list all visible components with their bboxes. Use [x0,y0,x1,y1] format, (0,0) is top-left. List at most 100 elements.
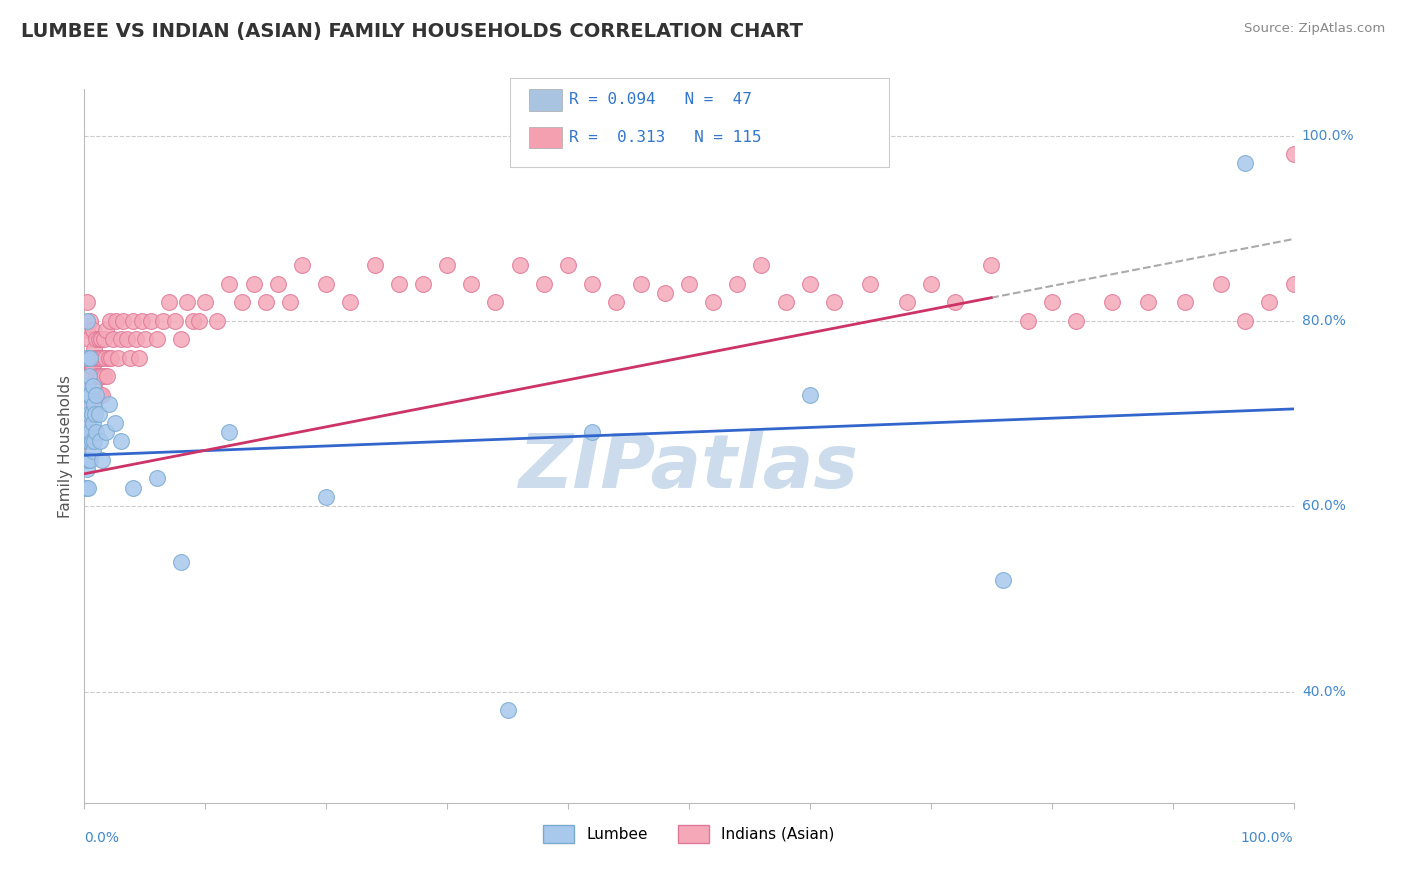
Point [89,388,111,402]
Point [97,351,120,365]
Point [82,378,104,392]
Point [77,351,100,365]
Point [77,407,100,421]
Point [157,295,180,310]
Point [94,323,117,337]
Point [77,425,100,439]
Point [993,574,1015,588]
Point [75,407,97,421]
Point [90,369,112,384]
Point [121,314,143,328]
Point [181,314,204,328]
Point [77,453,100,467]
Point [1282,147,1305,161]
Point [1209,277,1232,291]
Point [79,388,101,402]
Point [80,434,103,449]
Point [557,258,579,272]
Point [77,407,100,421]
Point [242,277,264,291]
Point [943,295,966,310]
Point [75,453,97,467]
Point [267,277,290,291]
Y-axis label: Family Households: Family Households [58,375,73,517]
Point [1137,295,1160,310]
Point [146,333,169,347]
Point [1064,314,1087,328]
Point [84,351,107,365]
Point [799,277,821,291]
Point [104,416,127,430]
Point [84,388,107,402]
Point [859,277,882,291]
Point [509,258,531,272]
Point [75,425,97,439]
Point [76,360,98,375]
Point [76,462,98,476]
Text: R = 0.094   N =  47: R = 0.094 N = 47 [569,93,752,107]
Point [91,388,114,402]
Point [194,295,217,310]
Point [112,314,135,328]
Point [131,314,153,328]
Point [231,295,253,310]
Point [98,314,121,328]
Point [110,333,132,347]
Point [751,258,773,272]
Point [412,277,434,291]
Point [104,314,127,328]
Point [75,481,97,495]
Point [76,295,98,310]
Point [77,416,100,430]
Point [176,295,198,310]
Point [75,369,97,384]
Point [100,351,122,365]
Point [76,314,98,328]
Point [80,407,103,421]
Point [207,314,229,328]
Point [134,333,156,347]
Point [82,443,104,458]
Point [460,277,482,291]
Point [1174,295,1197,310]
Point [170,555,193,569]
Point [86,388,108,402]
Point [89,434,111,449]
Point [76,397,98,411]
Point [89,351,111,365]
Point [315,490,337,504]
Point [654,286,676,301]
Point [77,425,100,439]
Point [79,425,101,439]
Point [79,388,101,402]
Point [121,481,143,495]
Point [77,388,100,402]
Point [83,434,105,449]
Point [94,425,117,439]
Text: 80.0%: 80.0% [1302,314,1346,328]
Point [86,333,108,347]
Point [83,342,105,356]
Point [630,277,652,291]
Point [218,425,240,439]
Text: 100.0%: 100.0% [1302,128,1354,143]
Point [1101,295,1123,310]
Point [82,416,104,430]
Point [146,471,169,485]
Point [75,434,97,449]
Point [76,323,98,337]
Point [86,369,108,384]
Point [90,333,112,347]
Point [128,351,150,365]
Point [291,258,314,272]
Point [702,295,724,310]
Point [775,295,797,310]
Text: ZIPatlas: ZIPatlas [519,431,859,504]
Point [278,295,301,310]
Point [388,277,411,291]
Point [79,351,101,365]
Legend: Lumbee, Indians (Asian): Lumbee, Indians (Asian) [537,819,841,848]
Point [725,277,748,291]
Point [86,425,108,439]
Point [1234,314,1257,328]
